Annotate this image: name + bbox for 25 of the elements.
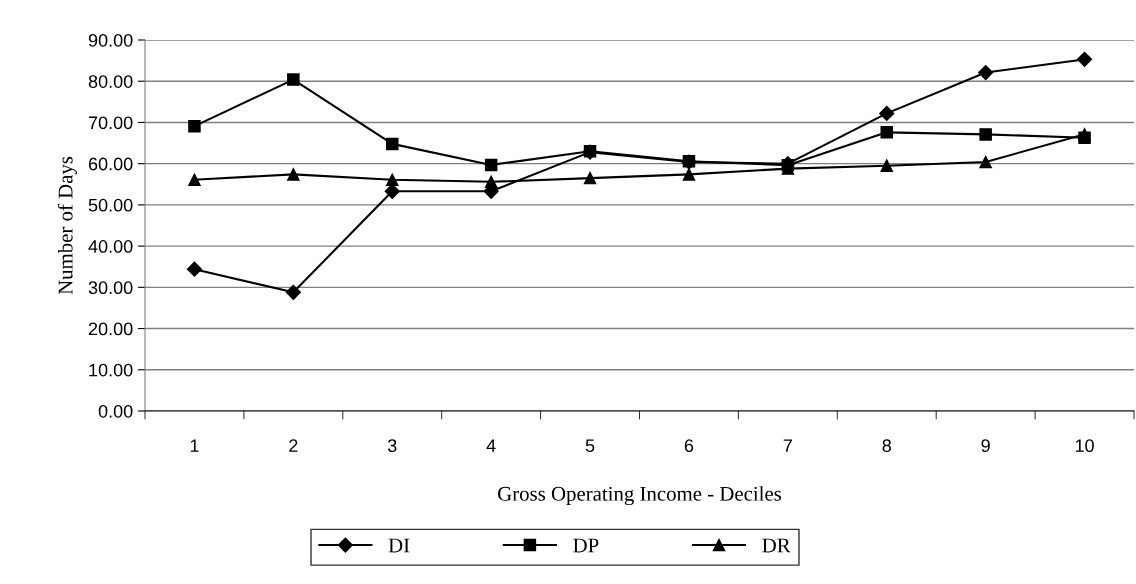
y-axis-title: Number of Days [57, 156, 77, 295]
x-axis-title: Gross Operating Income - Deciles [498, 486, 782, 506]
x-tick-label: 9 [981, 439, 990, 453]
x-tick-label: 6 [684, 439, 694, 453]
y-tick-label: 20.00 [88, 322, 133, 336]
y-tick-label: 60.00 [88, 157, 133, 171]
x-tick-label: 1 [190, 439, 199, 452]
x-tick-label: 10 [1075, 439, 1094, 453]
x-tick-label: 8 [882, 439, 891, 453]
legend-label: DI [388, 538, 410, 553]
x-tick-label: 7 [783, 439, 792, 452]
legend-label: DP [573, 538, 599, 553]
y-tick-label: 50.00 [88, 198, 133, 212]
x-tick-label: 2 [289, 439, 298, 452]
y-tick-label: 30.00 [88, 281, 133, 295]
y-tick-label: 70.00 [88, 116, 133, 130]
x-tick-label: 3 [387, 439, 397, 453]
y-tick-label: 40.00 [88, 240, 133, 253]
x-tick-label: 5 [585, 439, 595, 453]
y-tick-label: 90.00 [88, 33, 133, 47]
y-tick-label: 10.00 [89, 363, 133, 377]
y-tick-label: 80.00 [88, 75, 133, 88]
y-tick-label: 0.00 [98, 404, 133, 418]
x-tick-label: 4 [486, 439, 496, 452]
legend-label: DR [762, 538, 791, 553]
